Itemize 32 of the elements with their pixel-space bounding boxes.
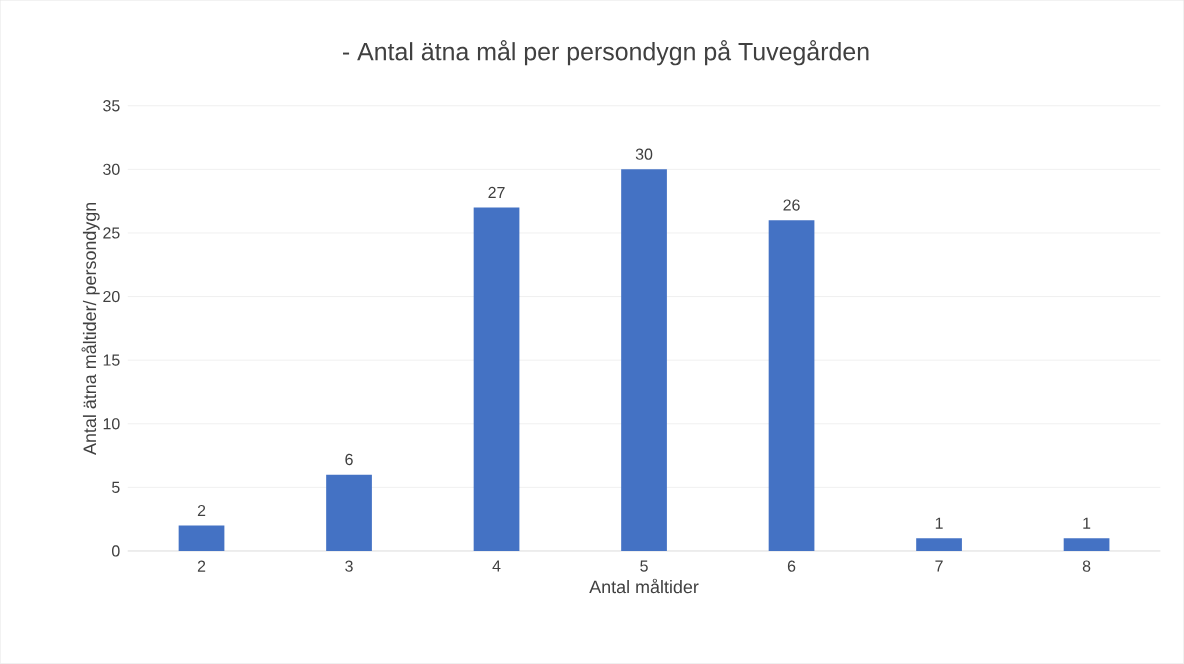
bar — [178, 525, 225, 552]
y-tick-label: 15 — [103, 354, 120, 366]
bar — [473, 207, 520, 552]
y-tick-label: 10 — [103, 418, 120, 430]
data-label: 1 — [1083, 517, 1091, 529]
x-axis-title: Antal måltider — [589, 578, 699, 594]
y-tick-label: 5 — [112, 481, 120, 494]
data-label: 27 — [488, 186, 505, 199]
y-tick-label: 25 — [103, 227, 120, 239]
y-tick-label: 0 — [112, 545, 120, 557]
x-tick-label: 4 — [492, 560, 501, 572]
bar — [768, 220, 815, 552]
x-tick-label: 7 — [935, 560, 943, 572]
x-tick-label: 6 — [787, 560, 796, 572]
bar — [916, 538, 962, 552]
data-label: 26 — [783, 199, 800, 211]
y-tick-label: 30 — [103, 163, 120, 176]
data-label: 2 — [197, 505, 206, 517]
data-label: 30 — [635, 148, 653, 160]
y-tick-label: 35 — [103, 100, 120, 112]
y-tick-label: 20 — [103, 291, 120, 303]
bar — [621, 169, 667, 552]
data-label: 6 — [345, 453, 353, 466]
data-label: 1 — [935, 517, 943, 529]
x-tick-label: 3 — [345, 560, 353, 572]
x-tick-label: 5 — [640, 560, 648, 572]
bar — [326, 474, 372, 552]
bar — [1063, 538, 1110, 552]
x-tick-label: 8 — [1082, 560, 1091, 572]
x-tick-label: 2 — [197, 560, 206, 572]
y-axis-title: Antal ätna måltider/ persondygn — [81, 203, 100, 456]
chart-title: - Antal ätna mål per persondygn på Tuvegården — [343, 40, 869, 66]
